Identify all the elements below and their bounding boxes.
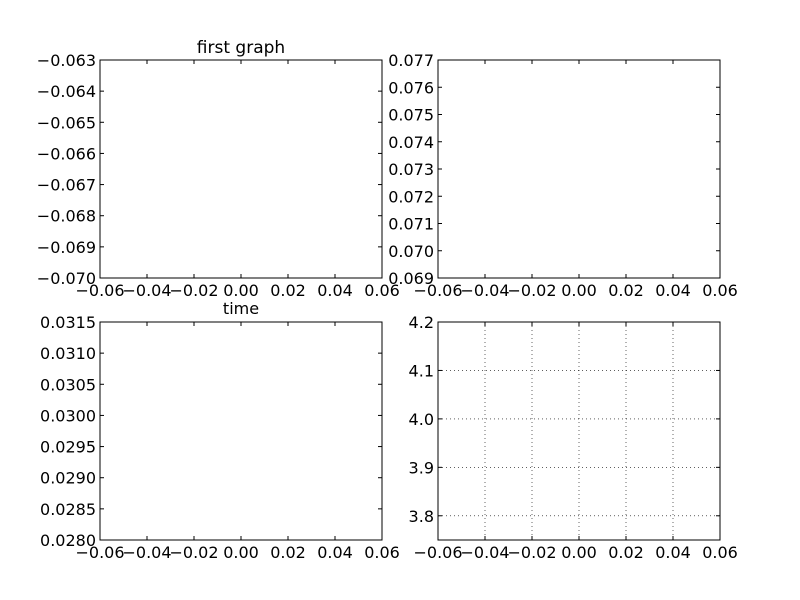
subplot-1: −0.06−0.04−0.02 0.00 0.02 0.04 0.06 −0.063 −0.… [37, 38, 400, 318]
x-tick-label: −0.02 [169, 281, 218, 300]
x-tick-label: −0.02 [507, 543, 556, 562]
x-tick-label: 0.00 [561, 281, 597, 300]
axes-frame [99, 59, 383, 279]
subplot-title: first graph [197, 38, 285, 58]
x-tick-label: 0.04 [655, 281, 691, 300]
y-tick-label: 4.0 [409, 410, 434, 429]
x-tick-label: 0.06 [702, 281, 738, 300]
y-tick-label: 0.077 [388, 51, 434, 70]
y-tick-label: 0.074 [388, 133, 434, 152]
y-tick-label: 0.073 [388, 160, 434, 179]
y-tick-label: 0.0295 [40, 438, 96, 457]
x-tick-label: −0.06 [75, 281, 124, 300]
y-tick-label: 0.0285 [40, 500, 96, 519]
y-tick-label: 0.071 [388, 215, 434, 234]
y-tick-label: 0.0290 [40, 469, 96, 488]
x-tick-label: 0.04 [317, 543, 353, 562]
x-tick-label: 0.04 [317, 281, 353, 300]
y-tick-label: 3.9 [409, 458, 434, 477]
x-tick-label: −0.06 [75, 543, 124, 562]
x-tick-label: 0.02 [270, 281, 306, 300]
x-tick-label: −0.04 [460, 281, 509, 300]
y-tick-label: 0.0310 [40, 344, 96, 363]
y-tick-label: 0.0315 [40, 313, 96, 332]
x-tick-label: 0.02 [608, 281, 644, 300]
x-tick-label: 0.06 [702, 543, 738, 562]
y-tick-label: −0.065 [37, 113, 96, 132]
y-tick-label: −0.063 [37, 51, 96, 70]
x-tick-label: −0.04 [122, 543, 171, 562]
x-axis-label: time [223, 299, 259, 318]
y-tick-label: −0.066 [37, 144, 96, 163]
subplot-4: −0.06−0.04−0.02 0.00 0.02 0.04 0.06 4.2 4.1 4.0… [409, 313, 738, 562]
axes-frame [437, 59, 721, 279]
x-tick-label: −0.06 [413, 281, 462, 300]
x-tick-label: 0.00 [561, 543, 597, 562]
x-tick-label: −0.04 [122, 281, 171, 300]
x-tick-label: 0.04 [655, 543, 691, 562]
y-tick-label: 4.2 [409, 313, 434, 332]
x-tick-label: 0.02 [608, 543, 644, 562]
subplot-3: −0.06−0.04−0.02 0.00 0.02 0.04 0.06 0.0315 0.0… [40, 313, 400, 562]
y-tick-label: 0.069 [388, 269, 434, 288]
axes-frame [99, 321, 383, 541]
y-tick-label: 0.070 [388, 242, 434, 261]
x-tick-label: −0.02 [169, 543, 218, 562]
x-tick-label: 0.00 [223, 543, 259, 562]
y-tick-label: 4.1 [409, 361, 434, 380]
y-tick-label: −0.070 [37, 269, 96, 288]
x-tick-label: 0.06 [364, 543, 400, 562]
y-tick-label: 3.8 [409, 507, 434, 526]
x-tick-label: 0.00 [223, 281, 259, 300]
x-tick-label: −0.02 [507, 281, 556, 300]
subplot-2: −0.06−0.04−0.02 0.00 0.02 0.04 0.06 0.077 0.07… [388, 51, 738, 300]
y-tick-label: 0.0305 [40, 375, 96, 394]
y-tick-label: −0.067 [37, 176, 96, 195]
y-tick-label: 0.075 [388, 106, 434, 125]
x-tick-label: 0.06 [364, 281, 400, 300]
x-tick-label: −0.06 [413, 543, 462, 562]
y-tick-label: 0.072 [388, 187, 434, 206]
y-tick-label: 0.076 [388, 78, 434, 97]
y-tick-label: 0.0300 [40, 406, 96, 425]
y-tick-label: −0.068 [37, 207, 96, 226]
y-tick-label: −0.064 [37, 82, 96, 101]
x-tick-label: −0.04 [460, 543, 509, 562]
y-tick-label: 0.0280 [40, 531, 96, 550]
y-tick-label: −0.069 [37, 238, 96, 257]
x-tick-label: 0.02 [270, 543, 306, 562]
